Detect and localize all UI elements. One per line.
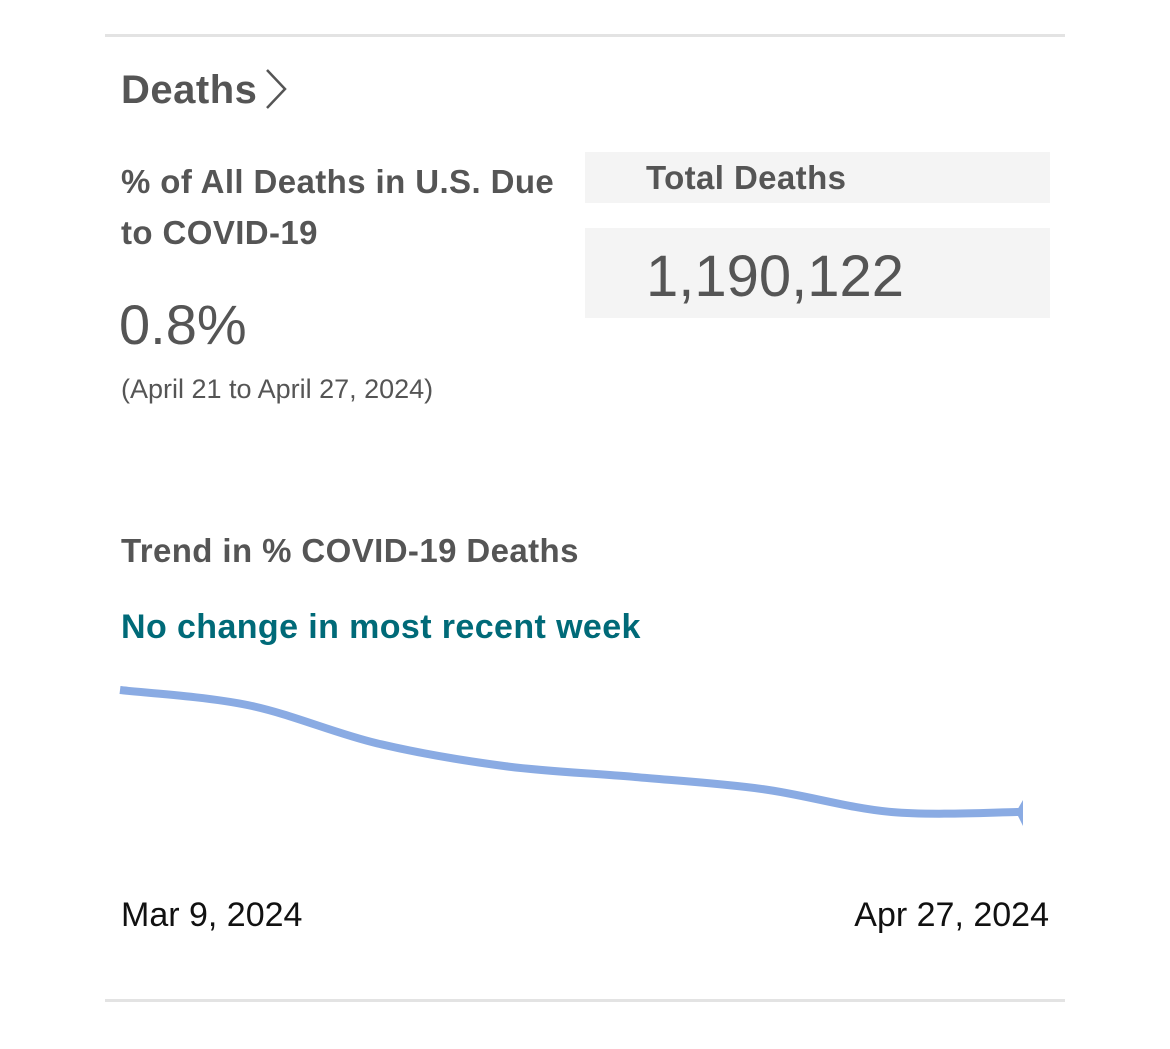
trend-title: Trend in % COVID-19 Deaths	[121, 532, 579, 569]
trend-line	[119, 686, 1021, 818]
trend-sparkline	[119, 686, 1023, 826]
total-deaths-box: 1,190,122	[585, 228, 1050, 318]
trend-end-marker	[1016, 800, 1023, 826]
deaths-section-link[interactable]: Deaths	[121, 66, 288, 115]
percent-deaths-label: % of All Deaths in U.S. Due to COVID-19	[121, 163, 555, 251]
percent-deaths-date-range: (April 21 to April 27, 2024)	[121, 374, 434, 404]
trend-end-date: Apr 27, 2024	[854, 896, 1049, 934]
top-divider	[105, 34, 1065, 37]
percent-deaths-value: 0.8%	[119, 293, 247, 356]
trend-status: No change in most recent week	[121, 608, 641, 646]
chevron-right-icon	[265, 68, 288, 115]
section-title: Deaths	[121, 68, 258, 112]
total-deaths-label: Total Deaths	[646, 159, 847, 196]
bottom-divider	[105, 999, 1065, 1002]
total-deaths-value: 1,190,122	[646, 244, 905, 309]
trend-start-date: Mar 9, 2024	[121, 896, 303, 934]
total-deaths-header: Total Deaths	[585, 152, 1050, 203]
